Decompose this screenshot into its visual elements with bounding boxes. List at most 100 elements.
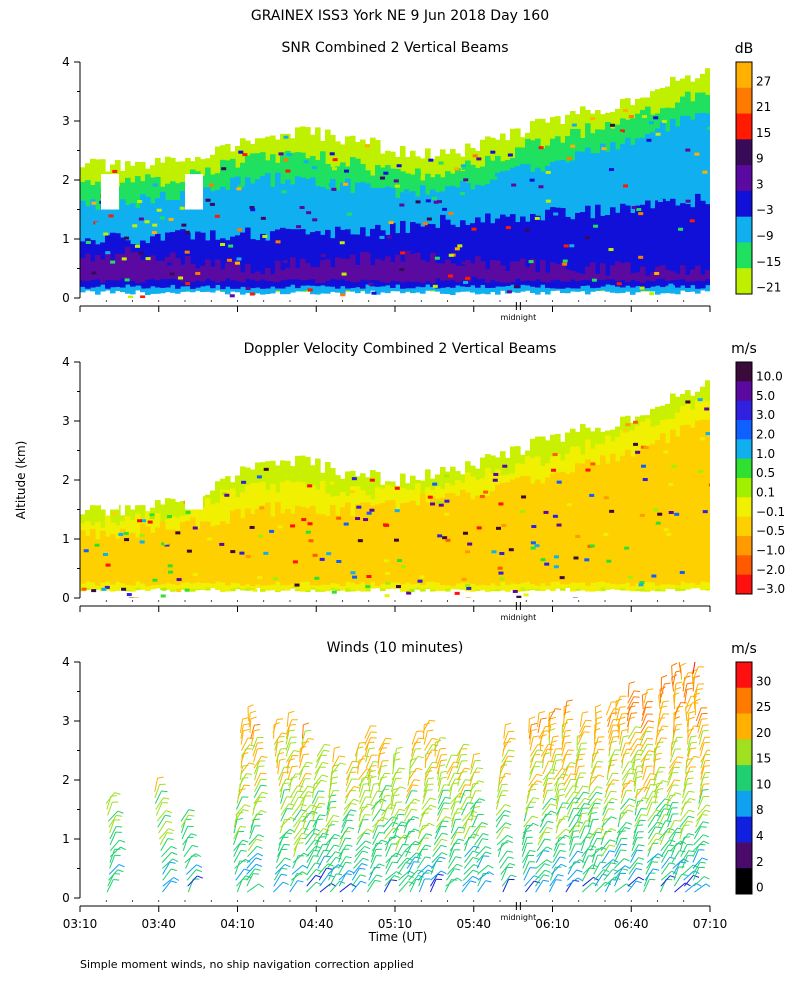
wind-barb — [604, 879, 618, 893]
wind-barb-shaft — [693, 876, 705, 887]
wind-barb-feather — [315, 869, 322, 872]
wind-barb-shaft — [700, 760, 706, 775]
wind-barb — [318, 863, 334, 875]
wind-barb — [587, 791, 603, 804]
wind-barb — [408, 869, 424, 881]
wind-barb-shaft — [159, 832, 168, 846]
colorbar-swatch — [736, 420, 752, 440]
wind-barb-shaft — [353, 850, 363, 863]
wind-barb — [528, 716, 536, 733]
wind-barb-feather — [363, 755, 370, 758]
wind-barb — [696, 804, 710, 816]
wind-barb — [692, 849, 705, 863]
heatmap-speckle — [648, 121, 654, 125]
wind-barb-shaft — [593, 861, 601, 875]
wind-barb-shaft — [501, 749, 510, 763]
wind-barb-shaft — [686, 712, 690, 727]
wind-barb-feather — [257, 852, 264, 857]
wind-barb-feather — [472, 856, 479, 860]
heatmap-cell — [270, 231, 276, 287]
wind-barb-shaft — [303, 820, 311, 834]
heatmap-speckle — [685, 400, 691, 404]
wind-barb-feather — [481, 822, 488, 825]
wind-barb-feather — [317, 818, 324, 821]
heatmap-cell — [175, 530, 181, 585]
heatmap-cell — [180, 229, 186, 287]
wind-barb-shaft — [276, 849, 282, 863]
wind-barb-feather — [637, 824, 644, 827]
wind-barb-shaft — [634, 797, 644, 810]
heatmap-cell — [285, 509, 291, 586]
wind-barb — [235, 868, 251, 881]
wind-barb-feather — [429, 719, 436, 722]
wind-barb-shaft — [660, 844, 670, 857]
heatmap-speckle — [495, 526, 501, 530]
heatmap-cell — [485, 495, 491, 586]
heatmap-cell — [500, 214, 506, 287]
heatmap-cell — [150, 532, 156, 586]
wind-barb-shaft — [698, 725, 704, 739]
wind-barb-shaft — [305, 833, 315, 846]
wind-barb — [538, 826, 553, 840]
heatmap-speckle — [163, 178, 169, 182]
wind-barb — [549, 735, 559, 751]
heatmap-cell — [590, 262, 596, 279]
wind-barb — [683, 682, 693, 698]
wind-barb-shaft — [699, 737, 706, 751]
wind-barb-shaft — [408, 875, 419, 887]
wind-barb-shaft — [602, 862, 612, 875]
heatmap-cell — [675, 205, 681, 288]
wind-barb — [681, 855, 694, 869]
wind-barb-feather — [170, 845, 177, 850]
wind-barb-shaft — [383, 821, 394, 834]
heatmap-speckle — [609, 123, 615, 127]
wind-barb — [235, 804, 251, 816]
wind-barb-shaft — [325, 837, 332, 852]
wind-barb-shaft — [602, 859, 614, 869]
wind-barb-shaft — [589, 766, 596, 781]
wind-barb — [246, 857, 262, 869]
heatmap-speckle — [531, 525, 537, 529]
heatmap-speckle — [388, 221, 394, 225]
wind-barb-shaft — [409, 879, 417, 893]
wind-barb — [626, 712, 638, 728]
wind-barb-feather — [441, 852, 448, 856]
wind-barb-feather — [622, 868, 629, 871]
heatmap-speckle — [325, 494, 331, 498]
wind-barb — [602, 862, 617, 875]
wind-barb — [501, 749, 515, 763]
heatmap-cell — [610, 207, 616, 286]
wind-barb — [539, 813, 552, 828]
wind-barb — [587, 798, 603, 810]
wind-barb-shaft — [700, 754, 706, 769]
wind-barb-shaft — [687, 725, 695, 739]
wind-barb-feather — [322, 832, 329, 836]
colorbar-label: 2.0 — [756, 428, 775, 442]
heatmap-speckle — [184, 588, 190, 592]
heatmap-speckle — [329, 152, 335, 156]
wind-barb — [405, 843, 418, 857]
heatmap-speckle — [357, 539, 363, 543]
wind-barb-shaft — [568, 825, 575, 840]
heatmap-speckle — [346, 212, 352, 216]
wind-barb-feather — [629, 705, 636, 708]
wind-barb-feather — [597, 761, 604, 763]
wind-barb — [105, 792, 121, 804]
wind-barb — [331, 762, 347, 775]
wind-barb-feather — [702, 821, 710, 824]
wind-barb — [240, 762, 255, 775]
wind-barb — [698, 729, 709, 745]
heatmap-speckle — [152, 223, 158, 227]
heatmap-speckle — [164, 543, 170, 547]
wind-barb-feather — [536, 773, 543, 777]
heatmap-speckle — [307, 288, 313, 292]
heatmap-speckle — [167, 515, 173, 519]
wind-barb — [246, 883, 264, 893]
wind-barb-shaft — [627, 726, 636, 739]
heatmap-speckle — [505, 226, 511, 230]
wind-barb-feather — [596, 837, 603, 840]
wind-barb-shaft — [291, 864, 303, 875]
wind-barb — [588, 786, 603, 799]
figure-title: GRAINEX ISS3 York NE 9 Jun 2018 Day 160 — [251, 8, 549, 24]
wind-barb-shaft — [437, 797, 446, 810]
